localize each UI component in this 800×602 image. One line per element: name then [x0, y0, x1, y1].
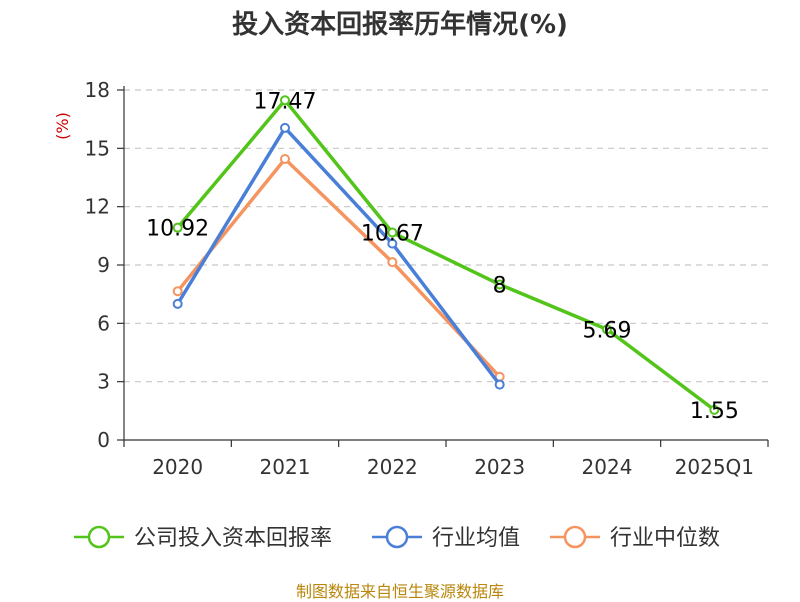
- axes: 0 3 6 9 12 15 18 2020 2021 2022 2023 2024 2025Q1: [85, 78, 769, 479]
- legend-label: 公司投入资本回报率: [134, 526, 332, 551]
- data-point: [602, 324, 612, 335]
- series-line: [176, 157, 501, 379]
- data-label: 5.69: [583, 318, 632, 343]
- data-point: [172, 298, 183, 309]
- gridlines: [124, 89, 768, 383]
- legend-label: 行业均值: [432, 526, 520, 551]
- legend-label: 行业中位数: [610, 526, 720, 551]
- x-tick-label: 2022: [367, 455, 418, 479]
- x-tick-label: 2023: [474, 455, 525, 479]
- x-tick-label: 2025Q1: [675, 455, 754, 479]
- data-point: [280, 154, 290, 165]
- series-line: [176, 126, 502, 386]
- legend: 公司投入资本回报率 行业均值 行业中位数: [74, 525, 720, 551]
- data-label: 10.67: [361, 222, 424, 247]
- y-tick-label: 3: [97, 370, 110, 394]
- x-tick-label: 2021: [260, 455, 311, 479]
- y-tick-label: 6: [97, 311, 110, 335]
- legend-marker: [385, 525, 409, 549]
- data-label: 1.55: [690, 399, 739, 424]
- data-point: [280, 122, 290, 133]
- legend-marker: [563, 525, 587, 549]
- data-point: [280, 95, 290, 106]
- series: [172, 95, 720, 415]
- data-point: [172, 222, 183, 233]
- data-point: [172, 286, 183, 297]
- data-point: [494, 279, 505, 290]
- data-label: 10.92: [146, 217, 209, 242]
- y-axis-label: (%): [53, 112, 72, 140]
- legend-item[interactable]: 公司投入资本回报率: [74, 525, 332, 551]
- source-footer: 制图数据来自恒生聚源数据库: [295, 582, 504, 601]
- y-tick-label: 18: [85, 78, 110, 102]
- data-point: [387, 257, 398, 268]
- y-tick-label: 0: [97, 428, 110, 452]
- legend-marker: [87, 525, 111, 549]
- data-labels: 10.92 17.47 10.67 8 5.69 1.55: [146, 89, 739, 424]
- y-tick-label: 15: [85, 136, 110, 160]
- data-point: [494, 379, 505, 390]
- legend-item[interactable]: 行业中位数: [550, 525, 720, 551]
- x-tick-label: 2024: [582, 455, 633, 479]
- data-label: 17.47: [254, 89, 317, 114]
- data-label: 8: [493, 273, 507, 298]
- data-point: [387, 227, 398, 238]
- y-tick-label: 12: [85, 195, 110, 219]
- legend-item[interactable]: 行业均值: [372, 525, 520, 551]
- chart-title: 投入资本回报率历年情况(%): [232, 10, 568, 40]
- series-line: [176, 98, 716, 412]
- data-point: [709, 404, 720, 415]
- data-point: [387, 238, 398, 249]
- x-tick-label: 2020: [152, 455, 203, 479]
- y-tick-label: 9: [97, 253, 110, 277]
